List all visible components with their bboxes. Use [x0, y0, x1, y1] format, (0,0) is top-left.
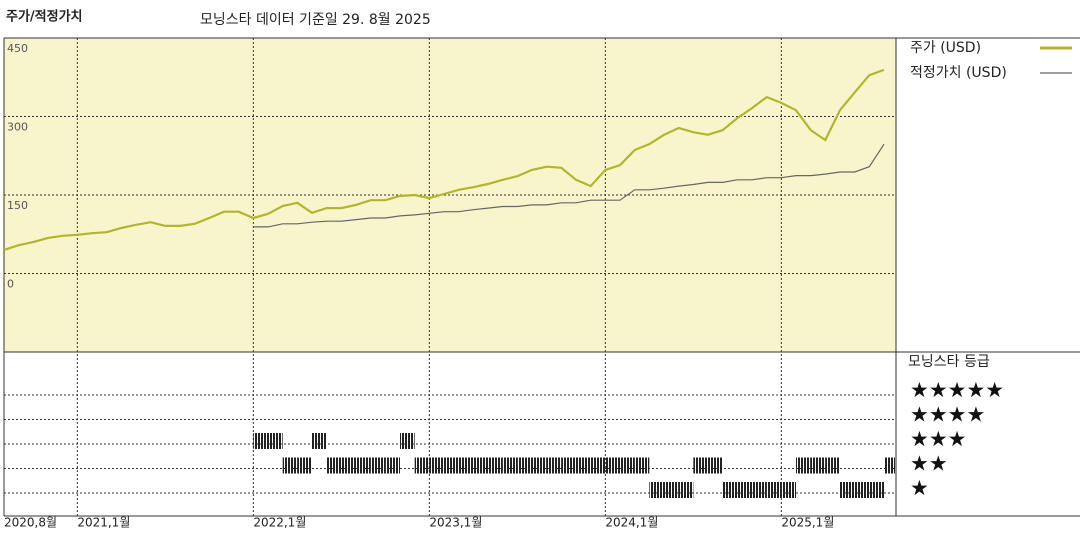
rating-bar [664, 482, 679, 498]
rating-bar [532, 457, 547, 474]
rating-bar [517, 457, 532, 474]
rating-bar [649, 482, 664, 498]
rating-level-label: ★★★★★ [910, 378, 1004, 402]
rating-bar [356, 457, 371, 474]
rating-bar [400, 433, 415, 449]
rating-bar [781, 482, 796, 498]
rating-bar [458, 457, 474, 474]
x-tick-label: 2021,1월 [77, 516, 130, 530]
x-tick-label: 2024,1월 [605, 516, 658, 530]
rating-level-label: ★★★ [910, 427, 966, 451]
rating-level-label: ★★ [910, 452, 948, 476]
rating-bar [722, 482, 738, 498]
rating-title: 모닝스타 등급 [908, 354, 990, 370]
rating-bar [326, 457, 342, 474]
rating-bar [282, 457, 298, 474]
rating-bar [693, 457, 708, 474]
rating-bar [546, 457, 562, 474]
x-tick-label: 2022,1월 [253, 516, 306, 530]
rating-bar [590, 457, 606, 474]
rating-bar [825, 457, 840, 474]
rating-bar [620, 457, 635, 474]
rating-bar [576, 457, 591, 474]
rating-bar [473, 457, 488, 474]
rating-bar [414, 457, 430, 474]
rating-bar [708, 457, 723, 474]
rating-bar [297, 457, 312, 474]
rating-bar [854, 482, 870, 498]
rating-bar [502, 457, 518, 474]
legend-label: 주가 (USD) [910, 40, 981, 56]
line-series [253, 143, 885, 228]
x-tick-label: 2023,1월 [429, 516, 482, 530]
rating-bar [605, 457, 620, 474]
rating-bar [766, 482, 782, 498]
x-tick-label: 2020,8월 [4, 516, 57, 530]
rating-level-label: ★ [910, 476, 929, 500]
rating-bar [810, 457, 826, 474]
line-series [3, 68, 885, 251]
rating-bar [370, 457, 386, 474]
rating-bar [488, 457, 503, 474]
chart-subtitle: 모닝스타 데이터 기준일 29. 8월 2025 [200, 12, 431, 28]
rating-bar [678, 482, 694, 498]
rating-bar [752, 482, 767, 498]
legend-label: 적정가치 (USD) [910, 65, 1007, 81]
x-tick-label: 2025,1월 [781, 516, 834, 530]
rating-bar [253, 433, 268, 449]
rating-bar [737, 482, 752, 498]
rating-bar [840, 482, 855, 498]
rating-bar [268, 433, 283, 449]
y-tick-label: 300 [7, 121, 28, 134]
rating-bar [444, 457, 459, 474]
rating-bar [884, 457, 895, 474]
y-tick-label: 150 [7, 199, 28, 212]
rating-bar [385, 457, 400, 474]
rating-bar [312, 433, 327, 449]
y-tick-label: 0 [7, 278, 14, 291]
rating-bar [796, 457, 811, 474]
chart-title: 주가/적정가치 [6, 9, 83, 25]
rating-bar [341, 457, 356, 474]
rating-level-label: ★★★★ [910, 403, 985, 427]
rating-bar [634, 457, 650, 474]
rating-bar [869, 482, 884, 498]
rating-bar [561, 457, 576, 474]
y-tick-label: 450 [7, 42, 28, 55]
rating-bar [429, 457, 444, 474]
